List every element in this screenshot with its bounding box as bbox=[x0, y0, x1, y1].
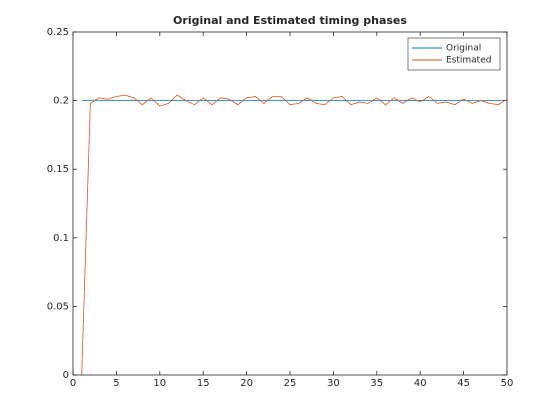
plot-area bbox=[72, 31, 508, 376]
x-tick-label: 15 bbox=[197, 378, 210, 389]
y-tick-label: 0.15 bbox=[47, 164, 69, 175]
x-tick-label: 45 bbox=[457, 378, 470, 389]
line-series bbox=[81, 94, 508, 376]
y-tick-label: 0.1 bbox=[53, 233, 69, 244]
y-tick-label: 0 bbox=[63, 370, 69, 381]
chart-title: Original and Estimated timing phases bbox=[173, 14, 407, 27]
y-tick-label: 0.25 bbox=[47, 27, 69, 38]
x-tick-label: 30 bbox=[327, 378, 340, 389]
x-tick-label: 5 bbox=[113, 378, 119, 389]
x-tick-label: 10 bbox=[153, 378, 166, 389]
legend-label: Original bbox=[446, 44, 481, 54]
y-tick-label: 0.05 bbox=[47, 301, 69, 312]
x-tick-label: 50 bbox=[501, 378, 514, 389]
x-tick-label: 40 bbox=[414, 378, 427, 389]
x-tick-label: 35 bbox=[370, 378, 383, 389]
legend-box bbox=[407, 37, 501, 71]
x-tick-label: 0 bbox=[70, 378, 76, 389]
legend-label: Estimated bbox=[446, 56, 491, 66]
x-tick-label: 25 bbox=[284, 378, 297, 389]
x-tick-label: 20 bbox=[240, 378, 253, 389]
y-tick-label: 0.2 bbox=[53, 96, 69, 107]
